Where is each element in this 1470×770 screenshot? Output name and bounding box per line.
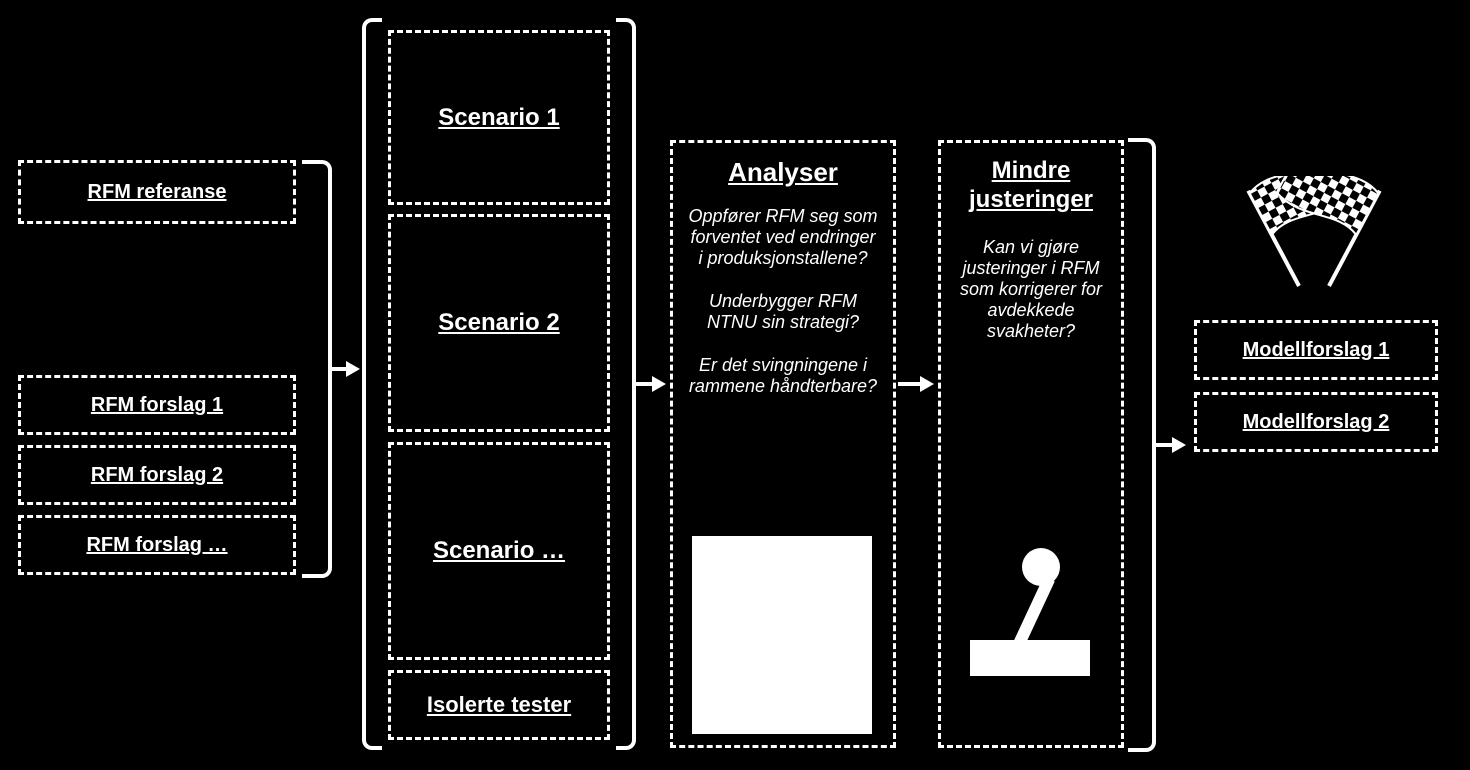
lever-icon-knob	[1022, 548, 1060, 586]
box-rfm-forslag-n: RFM forslag …	[18, 515, 296, 575]
analyser-p1: Oppfører RFM seg som forventet ved endri…	[683, 206, 883, 269]
col2-bracket-left	[362, 18, 382, 750]
label-scenario-1: Scenario 1	[391, 104, 607, 132]
label-rfm-forslag-1: RFM forslag 1	[21, 394, 293, 417]
box-modellforslag-1: Modellforslag 1	[1194, 320, 1438, 380]
label-modellforslag-1: Modellforslag 1	[1197, 339, 1435, 362]
box-scenario-n: Scenario …	[388, 442, 610, 660]
bracket-5	[1128, 138, 1156, 752]
box-isolerte-tester: Isolerte tester	[388, 670, 610, 740]
box-rfm-referanse: RFM referanse	[18, 160, 296, 224]
label-rfm-forslag-2: RFM forslag 2	[21, 464, 293, 487]
arrow-1-head	[346, 361, 360, 377]
arrow-4-head	[1172, 437, 1186, 453]
label-scenario-2: Scenario 2	[391, 309, 607, 337]
bracket-1	[302, 160, 332, 578]
label-rfm-forslag-n: RFM forslag …	[21, 534, 293, 557]
label-rfm-referanse: RFM referanse	[21, 181, 293, 204]
analyser-icon-square	[692, 536, 872, 734]
justeringer-p1: Kan vi gjøre justeringer i RFM som korri…	[949, 237, 1113, 342]
box-modellforslag-2: Modellforslag 2	[1194, 392, 1438, 452]
checkered-flags-icon	[1194, 176, 1434, 296]
analyser-p2: Underbygger RFM NTNU sin strategi?	[683, 291, 883, 333]
arrow-3-head	[920, 376, 934, 392]
box-rfm-forslag-1: RFM forslag 1	[18, 375, 296, 435]
label-modellforslag-2: Modellforslag 2	[1197, 411, 1435, 434]
arrow-3-line	[898, 382, 922, 386]
label-isolerte-tester: Isolerte tester	[391, 692, 607, 718]
analyser-p3: Er det svingningene i rammene håndterbar…	[683, 355, 883, 397]
title-justeringer: Mindre justeringer	[949, 157, 1113, 215]
box-rfm-forslag-2: RFM forslag 2	[18, 445, 296, 505]
label-scenario-n: Scenario …	[391, 537, 607, 565]
title-analyser: Analyser	[683, 157, 883, 188]
box-scenario-1: Scenario 1	[388, 30, 610, 205]
lever-icon-base	[970, 640, 1090, 676]
col2-bracket-right	[616, 18, 636, 750]
arrow-2-head	[652, 376, 666, 392]
box-scenario-2: Scenario 2	[388, 214, 610, 432]
